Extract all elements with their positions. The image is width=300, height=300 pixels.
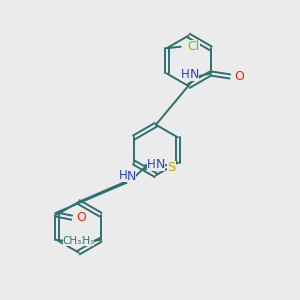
Text: H: H <box>118 169 127 182</box>
Text: N: N <box>127 169 136 182</box>
Text: H: H <box>147 158 155 171</box>
Text: O: O <box>76 211 86 224</box>
Text: N: N <box>155 158 165 171</box>
Text: S: S <box>167 161 176 175</box>
Text: Cl: Cl <box>188 40 200 53</box>
Text: CH₃: CH₃ <box>63 236 82 246</box>
Text: O: O <box>234 70 244 83</box>
Text: H: H <box>181 68 190 82</box>
Text: N: N <box>190 68 199 82</box>
Text: CH₃: CH₃ <box>75 236 94 246</box>
